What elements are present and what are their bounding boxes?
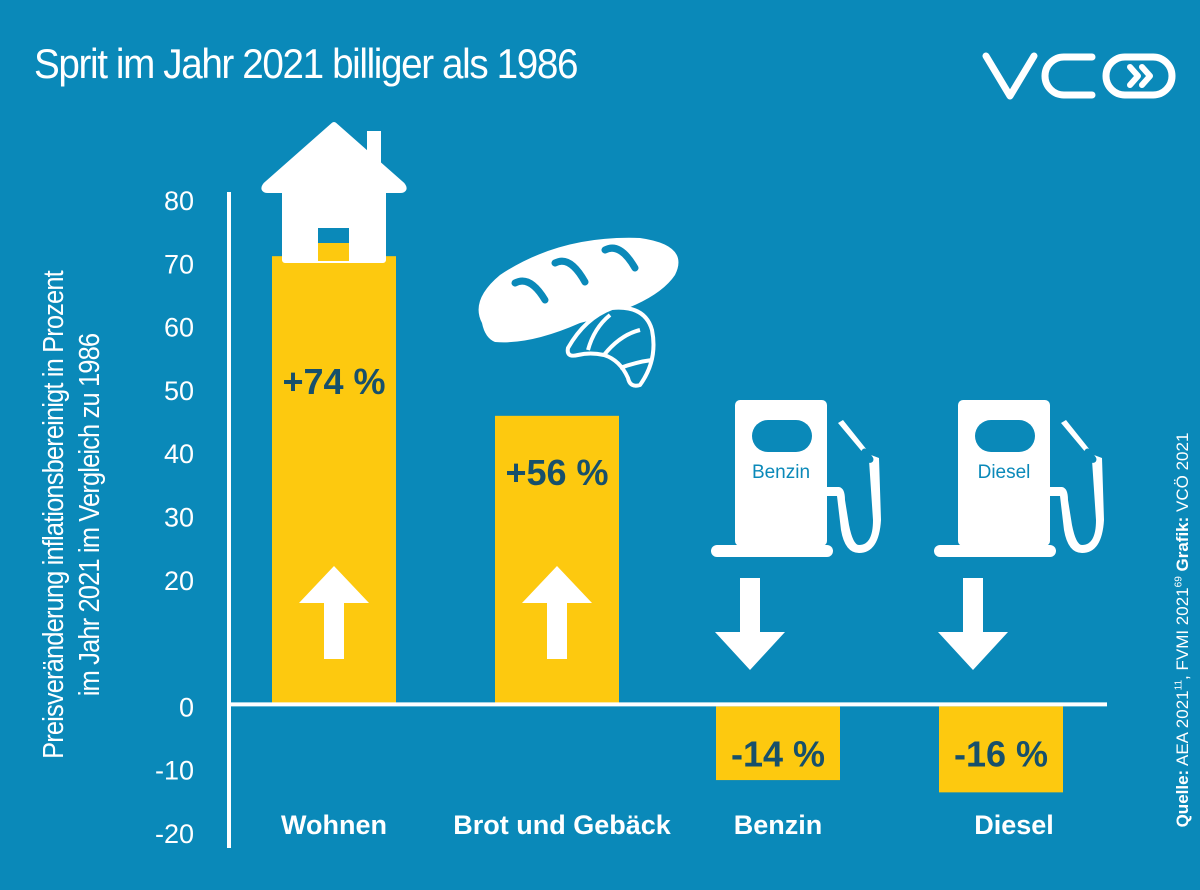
y-tick-label: 80 — [164, 186, 194, 216]
arrow-up-icon — [299, 566, 369, 659]
logo-letter-c — [1041, 53, 1096, 99]
value-label: +74 % — [282, 361, 385, 402]
category-label: Benzin — [734, 810, 823, 840]
value-label: -14 % — [731, 733, 825, 774]
y-tick-label: 60 — [164, 313, 194, 343]
logo-letter-o — [1102, 53, 1176, 99]
direction-arrows — [299, 566, 1008, 670]
y-axis-ticks: 80 70 60 50 40 30 20 0 -10 -20 — [155, 186, 194, 849]
value-label: +56 % — [505, 452, 608, 493]
pump-label: Benzin — [752, 462, 810, 483]
y-tick-label: 20 — [164, 566, 194, 596]
y-tick-label: 40 — [164, 439, 194, 469]
arrow-down-icon — [938, 578, 1008, 670]
y-tick-label: -10 — [155, 756, 194, 786]
bar-3 — [939, 706, 1063, 793]
y-tick-label: -20 — [155, 819, 194, 849]
bars — [272, 256, 1063, 793]
bar-2 — [716, 706, 840, 781]
chart-title: Sprit im Jahr 2021 billiger als 1986 — [34, 40, 578, 87]
arrow-up-icon — [522, 566, 592, 659]
logo-letter-v — [982, 52, 1038, 100]
vco-logo — [982, 52, 1176, 100]
category-label: Diesel — [974, 810, 1054, 840]
y-tick-label: 50 — [164, 376, 194, 406]
y-tick-label: 70 — [164, 249, 194, 279]
bread-croissant-icon — [478, 237, 679, 388]
value-labels: +74 % +56 % -14 % -16 % — [282, 361, 1048, 774]
y-tick-label: 0 — [179, 692, 194, 722]
arrow-down-icon — [715, 578, 785, 670]
fuel-pump-icon: Diesel — [934, 400, 1104, 557]
value-label: -16 % — [954, 733, 1048, 774]
category-label: Wohnen — [281, 810, 387, 840]
house-icon — [261, 122, 407, 263]
pump-label: Diesel — [978, 462, 1031, 483]
logo-chevrons-icon — [1127, 64, 1153, 88]
fuel-pump-icon: Benzin — [711, 400, 881, 557]
category-label: Brot und Gebäck — [453, 810, 672, 840]
category-labels: Wohnen Brot und Gebäck Benzin Diesel — [281, 810, 1054, 840]
category-icons: Benzin Diesel — [261, 122, 1104, 557]
y-tick-label: 30 — [164, 503, 194, 533]
